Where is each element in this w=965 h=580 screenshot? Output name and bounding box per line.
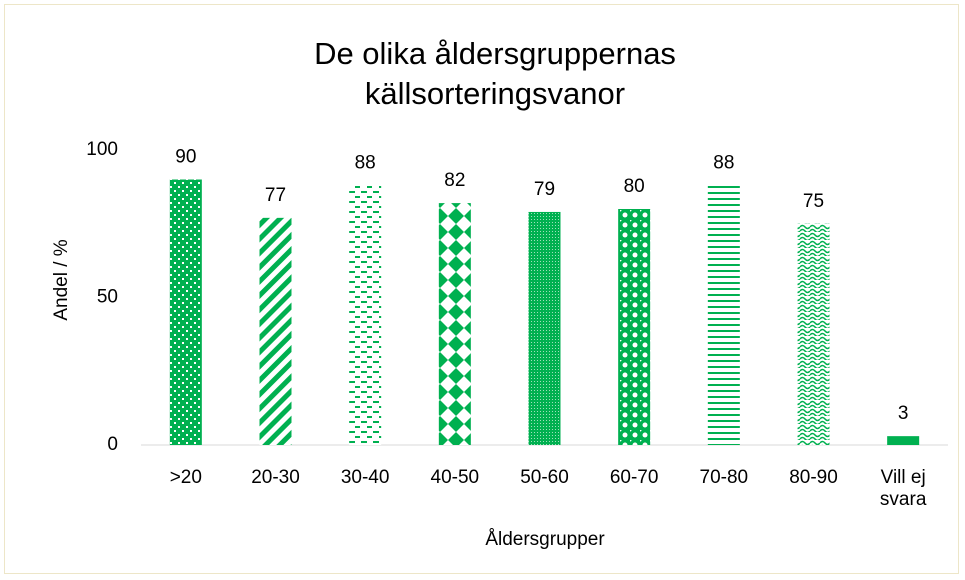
x-tick-label: Vill ej svara	[879, 467, 927, 510]
data-label: 75	[803, 191, 824, 212]
bar	[618, 209, 651, 445]
data-label: 3	[898, 403, 909, 424]
data-label: 77	[265, 185, 286, 206]
x-tick-label: 80-90	[789, 467, 838, 488]
data-label: 80	[624, 176, 645, 197]
bar	[438, 203, 471, 445]
data-label: 88	[355, 152, 376, 173]
data-label: 88	[713, 152, 734, 173]
chart-title: De olika åldersgruppernas källsorterings…	[314, 36, 676, 111]
x-tick-label: 20-30	[251, 467, 300, 488]
y-tick-label: 0	[107, 434, 118, 455]
chart-frame	[4, 4, 959, 574]
bar	[349, 185, 382, 445]
x-tick-label: 40-50	[430, 467, 480, 488]
x-tick-label: 60-70	[609, 467, 659, 488]
x-axis-label: Åldersgrupper	[485, 529, 605, 550]
y-axis-label: Andel / %	[51, 239, 72, 320]
bar	[797, 223, 830, 445]
y-tick-label: 50	[97, 287, 118, 308]
bar	[169, 179, 202, 445]
x-tick-label: >20	[169, 467, 202, 488]
data-label: 79	[534, 179, 555, 200]
bar	[887, 436, 920, 445]
bar	[707, 185, 740, 445]
bar	[259, 217, 292, 445]
x-tick-label: 50-60	[520, 467, 569, 488]
y-tick-label: 100	[86, 139, 118, 160]
x-tick-label: 70-80	[699, 467, 749, 488]
data-label: 90	[175, 147, 196, 168]
x-tick-label: 30-40	[340, 467, 390, 488]
bar	[528, 211, 561, 445]
data-label: 82	[444, 170, 465, 191]
